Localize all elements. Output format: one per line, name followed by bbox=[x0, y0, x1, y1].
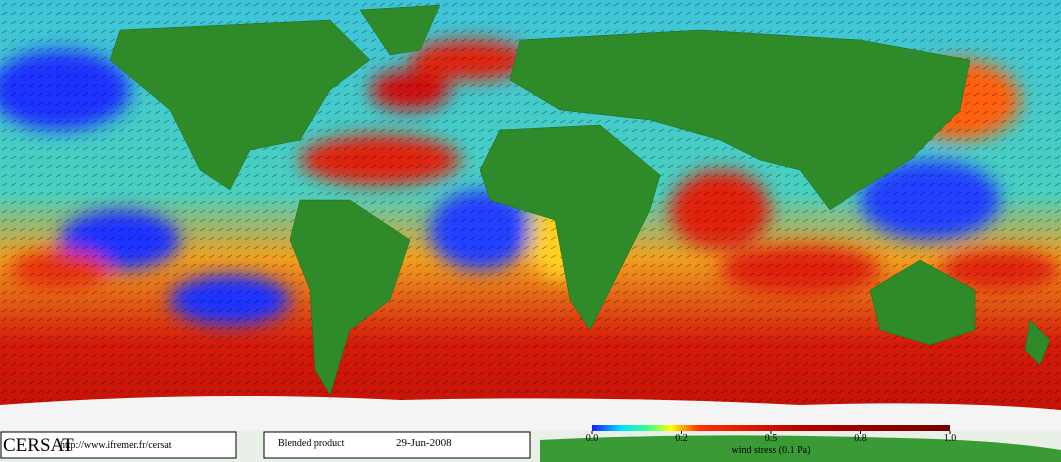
product: Blended product bbox=[278, 438, 345, 449]
antarctica bbox=[0, 396, 1061, 430]
colorbar bbox=[592, 425, 950, 431]
colorbar-ticks: 0.0 0.2 0.5 0.8 1.0 bbox=[586, 431, 957, 444]
antarctica-edge bbox=[540, 435, 1061, 462]
logo-box bbox=[0, 431, 237, 459]
date: 29-Jun-2008 bbox=[396, 437, 452, 449]
colorbar-label: wind stress (0.1 Pa) bbox=[732, 445, 811, 456]
colorbar-tick-label: 0.2 bbox=[675, 433, 688, 444]
product-box bbox=[263, 431, 531, 459]
colorbar-tick-label: 0.8 bbox=[854, 433, 867, 444]
colorbar-tick-label: 0.0 bbox=[586, 433, 599, 444]
colorbar-tick-label: 0.5 bbox=[765, 433, 778, 444]
land bbox=[109, 4, 1051, 396]
colorbar-tick-label: 1.0 bbox=[944, 433, 957, 444]
url[interactable]: http://www.ifremer.fr/cersat bbox=[60, 440, 172, 451]
logo: CERSAT bbox=[3, 435, 74, 456]
